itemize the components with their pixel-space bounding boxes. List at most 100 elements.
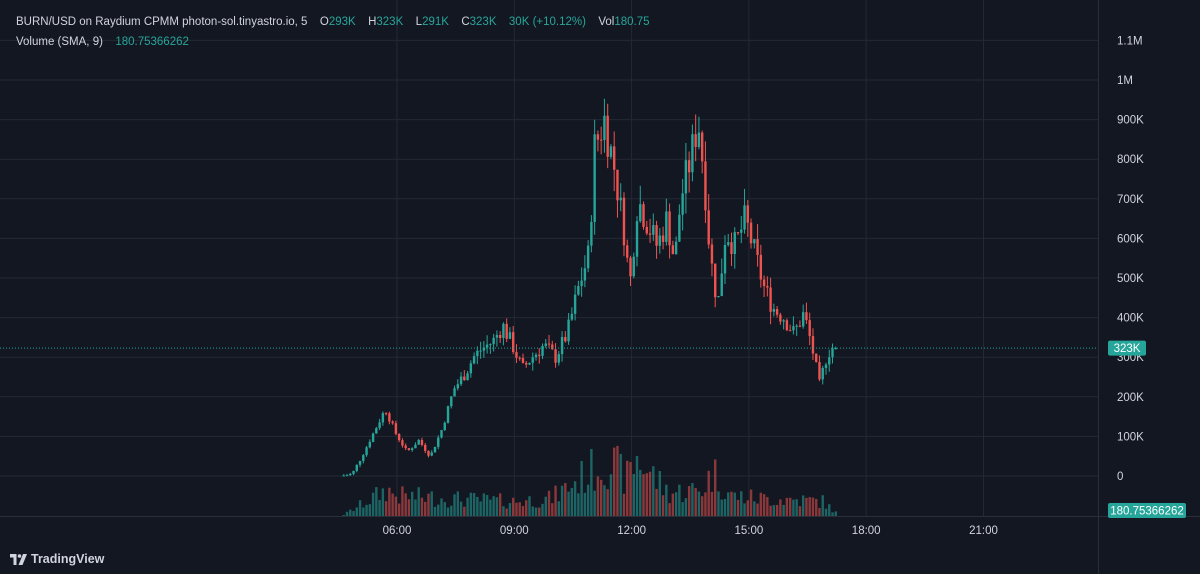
candle-body — [580, 280, 583, 286]
candle-body — [495, 334, 499, 338]
volume-bar — [557, 501, 561, 516]
volume-bar — [381, 488, 385, 516]
candle-body — [691, 134, 694, 173]
candle-body — [479, 350, 482, 352]
candle-body — [775, 309, 779, 315]
candle-body — [469, 363, 473, 374]
last-price-badge: 323K — [1108, 340, 1146, 356]
symbol-title[interactable]: BURN/USD on Raydium CPMM photon-sol.tiny… — [16, 16, 295, 28]
volume-bar — [710, 491, 714, 516]
volume-bar — [459, 501, 463, 516]
candle-body — [456, 384, 460, 389]
volume-bar — [639, 469, 642, 516]
high-value: 323K — [376, 16, 404, 28]
volume-bar — [554, 485, 557, 516]
interval-label[interactable]: 5 — [301, 16, 308, 28]
volume-bar — [782, 504, 785, 516]
candle-body — [404, 445, 407, 449]
volume-bar — [518, 502, 521, 516]
candle-body — [521, 358, 525, 363]
candle-body — [407, 448, 411, 451]
candle-body — [661, 235, 665, 242]
candle-body — [511, 332, 515, 353]
y-axis[interactable]: 1.1M1M900K800K700K600K500K400K300K200K10… — [1117, 35, 1144, 483]
candle-body — [733, 232, 736, 254]
volume-bar — [586, 484, 590, 516]
volume-bar — [362, 507, 365, 516]
indicator-label[interactable]: Volume (SMA, 9) — [16, 36, 103, 48]
ohlc-legend[interactable]: BURN/USD on Raydium CPMM photon-sol.tiny… — [16, 16, 650, 28]
candle-body — [639, 204, 642, 222]
volume-bar — [355, 507, 358, 516]
volume-bar — [665, 484, 668, 516]
volume-bar — [613, 447, 616, 516]
volume-bar — [544, 496, 547, 516]
volume-bar — [766, 497, 769, 516]
candle-body — [782, 320, 785, 322]
candle-body — [674, 241, 678, 255]
volume-bar — [596, 476, 600, 516]
volume-bar — [365, 504, 368, 516]
volume-bar — [397, 503, 401, 516]
candle-body — [818, 361, 821, 380]
volume-bar — [821, 495, 824, 516]
candle-body — [599, 139, 603, 141]
volume-value-label: 180.75366262 — [1110, 506, 1184, 518]
candle-body — [629, 257, 632, 277]
volume-bar — [450, 505, 453, 516]
candle-body — [515, 352, 518, 358]
volume-bar — [375, 487, 378, 516]
candle-body — [368, 441, 372, 448]
x-tick-label: 06:00 — [383, 525, 412, 537]
candle-body — [476, 350, 479, 357]
volume-bar — [414, 499, 417, 516]
candle-body — [365, 447, 368, 456]
candle-body — [772, 309, 776, 312]
volume-bar — [479, 501, 482, 516]
volume-bar — [349, 509, 352, 516]
candle-body — [717, 296, 720, 298]
candle-body — [785, 320, 789, 331]
candle-body — [384, 413, 388, 415]
volume-bar — [410, 491, 414, 516]
volume-indicator-legend[interactable]: Volume (SMA, 9) 180.75366262 — [16, 32, 650, 52]
candle-body — [534, 354, 538, 358]
candle-body — [388, 413, 391, 422]
volume-bar — [798, 506, 802, 516]
candle-body — [619, 197, 622, 201]
volume-bar — [427, 493, 430, 516]
candle-body — [583, 268, 587, 281]
volume-bar — [756, 503, 759, 516]
volume-bar — [498, 493, 502, 516]
candle-body — [489, 344, 492, 346]
candle-body — [420, 439, 424, 445]
volume-bar — [740, 491, 743, 516]
y-tick-label: 1.1M — [1117, 35, 1143, 47]
tradingview-logo[interactable]: TradingView — [10, 550, 104, 568]
y-tick-label: 0 — [1117, 471, 1123, 483]
volume-bar — [694, 488, 697, 516]
candle-body — [505, 323, 508, 339]
volume-bar — [453, 494, 456, 516]
volume-bar — [476, 496, 479, 516]
candle-body — [446, 406, 450, 423]
volume-bar — [811, 497, 815, 516]
candle-body — [463, 376, 466, 381]
volume-bar — [717, 491, 720, 516]
candle-body — [596, 134, 600, 140]
x-axis[interactable]: 06:00 09:00 12:00 15:00 18:00 21:00 — [383, 525, 998, 537]
volume-bar — [590, 448, 593, 516]
y-tick-label: 100K — [1117, 431, 1144, 443]
volume-bar — [668, 503, 671, 516]
volume-bar — [525, 500, 528, 516]
candle-body — [710, 244, 714, 264]
volume-bar — [648, 471, 652, 516]
volume-bar — [736, 499, 740, 516]
candle-body — [694, 134, 697, 148]
y-tick-label: 900K — [1117, 115, 1144, 127]
candle-body — [714, 263, 717, 298]
volume-bar — [801, 495, 805, 516]
candle-body — [762, 279, 766, 287]
y-tick-label: 800K — [1117, 154, 1144, 166]
